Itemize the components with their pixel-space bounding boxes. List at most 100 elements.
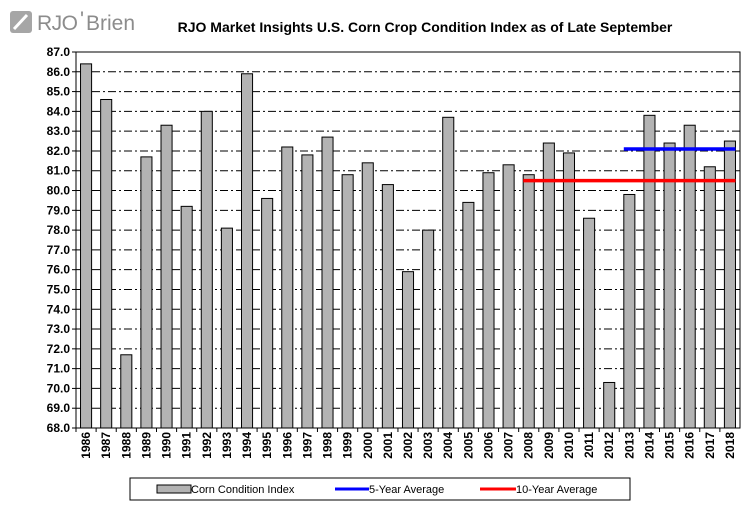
bar-1993 bbox=[220, 227, 233, 429]
x-tick-label: 2000 bbox=[361, 432, 375, 459]
logo-mark-stripe bbox=[12, 13, 29, 31]
y-tick-label: 79.0 bbox=[47, 203, 71, 217]
x-tick-label: 1989 bbox=[139, 432, 153, 459]
x-tick-label: 1990 bbox=[160, 432, 174, 459]
logo-prefix: RJO bbox=[37, 12, 78, 35]
x-tick-label: 2017 bbox=[703, 432, 717, 459]
legend-box bbox=[129, 477, 631, 501]
y-tick-label: 85.0 bbox=[47, 85, 71, 99]
x-tick-label: 2007 bbox=[502, 432, 516, 459]
bar-1991 bbox=[180, 205, 193, 429]
y-tick-label: 70.0 bbox=[47, 381, 71, 395]
bar-1992 bbox=[200, 110, 213, 429]
bar-2006 bbox=[482, 172, 495, 429]
x-tick-label: 1993 bbox=[220, 432, 234, 459]
bar-1986 bbox=[80, 63, 93, 429]
y-tick-label: 72.0 bbox=[47, 342, 71, 356]
y-tick-label: 81.0 bbox=[47, 164, 71, 178]
average-lines bbox=[523, 147, 736, 183]
bar-2010 bbox=[562, 152, 576, 429]
bar-2000 bbox=[361, 162, 374, 429]
x-tick-label: 1987 bbox=[99, 432, 113, 459]
bar-2012 bbox=[603, 381, 616, 429]
x-tick-label: 1997 bbox=[300, 432, 314, 459]
y-tick-label: 84.0 bbox=[47, 104, 71, 118]
y-tick-label: 77.0 bbox=[47, 243, 71, 257]
x-tick-label: 1998 bbox=[321, 432, 335, 459]
legend-label-10yr: 10-Year Average bbox=[516, 484, 597, 496]
bar-2002 bbox=[401, 271, 415, 429]
x-tick-label: 2008 bbox=[522, 432, 536, 459]
x-tick-label: 2003 bbox=[421, 432, 435, 459]
bar-2014 bbox=[643, 114, 656, 429]
legend-swatch-corn-index bbox=[156, 484, 192, 494]
x-tick-label: 2009 bbox=[542, 432, 556, 459]
y-tick-label: 83.0 bbox=[47, 124, 71, 138]
y-tick-label: 80.0 bbox=[47, 184, 71, 198]
x-axis-ticks: 1986 1987 1988 1989 1990 1991 1992 1993 1994 1995… bbox=[75, 428, 737, 459]
x-tick-label: 2016 bbox=[683, 432, 697, 459]
x-tick-label: 2012 bbox=[602, 432, 616, 459]
legend-label-corn-index: Corn Condition Index bbox=[191, 484, 295, 496]
bar-1988 bbox=[120, 354, 133, 429]
y-tick-label: 71.0 bbox=[47, 362, 71, 376]
bar-2015 bbox=[663, 142, 676, 429]
legend-label-5yr: 5-Year Average bbox=[369, 484, 444, 496]
x-tick-label: 2010 bbox=[562, 432, 576, 459]
y-tick-label: 86.0 bbox=[47, 65, 71, 79]
bar-2009 bbox=[542, 142, 555, 429]
x-tick-label: 2013 bbox=[622, 432, 636, 459]
bar-2003 bbox=[422, 229, 435, 429]
bar-2007 bbox=[502, 164, 515, 429]
y-axis-ticks: 68.0 69.0 70.0 71.0 72.0 73.0 74.0 75.0 76.0 77.0… bbox=[47, 45, 76, 435]
bar-1987 bbox=[100, 98, 113, 429]
x-tick-label: 2018 bbox=[723, 432, 737, 459]
x-tick-label: 1996 bbox=[280, 432, 294, 459]
bar-1994 bbox=[240, 73, 254, 429]
x-tick-label: 1994 bbox=[240, 432, 254, 459]
legend: Corn Condition Index 5-Year Average 10-Y… bbox=[129, 477, 631, 501]
x-tick-label: 1991 bbox=[180, 432, 194, 459]
x-tick-label: 1992 bbox=[200, 432, 214, 459]
x-tick-label: 1999 bbox=[341, 432, 355, 459]
bar-1999 bbox=[341, 174, 354, 429]
bar-1998 bbox=[321, 136, 334, 429]
x-tick-label: 2004 bbox=[441, 432, 455, 459]
y-tick-label: 74.0 bbox=[47, 302, 71, 316]
bar-2017 bbox=[703, 166, 716, 429]
bar-2005 bbox=[462, 201, 475, 429]
x-tick-label: 2005 bbox=[461, 432, 475, 459]
bar-1995 bbox=[261, 197, 274, 429]
x-tick-label: 2002 bbox=[401, 432, 415, 459]
bar-1990 bbox=[160, 124, 173, 429]
y-tick-label: 78.0 bbox=[47, 223, 71, 237]
y-tick-label: 73.0 bbox=[47, 322, 71, 336]
bar-2004 bbox=[442, 116, 455, 429]
bars bbox=[80, 63, 736, 429]
bar-1997 bbox=[301, 154, 314, 429]
bar-2016 bbox=[683, 124, 696, 429]
y-tick-label: 76.0 bbox=[47, 263, 71, 277]
x-tick-label: 2001 bbox=[381, 432, 395, 459]
chart-title: RJO Market Insights U.S. Corn Crop Condi… bbox=[178, 19, 673, 35]
rjobrien-logo: RJO ' Brien bbox=[10, 8, 135, 35]
x-tick-label: 2014 bbox=[642, 432, 656, 459]
bar-2008 bbox=[522, 174, 535, 429]
x-tick-label: 2006 bbox=[481, 432, 495, 459]
bar-2011 bbox=[583, 217, 596, 429]
y-tick-label: 82.0 bbox=[47, 144, 71, 158]
x-tick-label: 1988 bbox=[119, 432, 133, 459]
bar-1996 bbox=[281, 146, 294, 429]
bar-1989 bbox=[140, 156, 153, 429]
y-tick-label: 75.0 bbox=[47, 282, 71, 296]
y-tick-label: 69.0 bbox=[47, 401, 71, 415]
x-tick-label: 2011 bbox=[582, 432, 596, 458]
bar-2013 bbox=[623, 193, 636, 429]
bar-2018 bbox=[723, 140, 736, 429]
logo-apostrophe: ' bbox=[80, 8, 84, 31]
logo-suffix: Brien bbox=[86, 12, 135, 35]
y-tick-label: 68.0 bbox=[47, 421, 71, 435]
x-tick-label: 1995 bbox=[260, 432, 274, 459]
